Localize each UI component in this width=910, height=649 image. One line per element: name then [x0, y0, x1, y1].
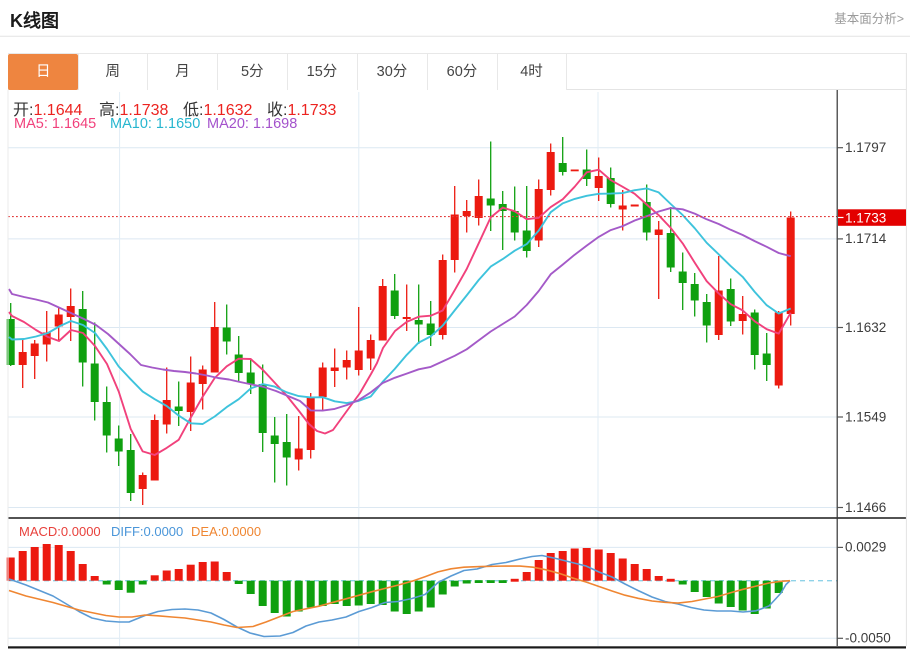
svg-text:1.1733: 1.1733	[845, 210, 886, 225]
svg-text:-0.0050: -0.0050	[845, 631, 891, 646]
svg-text:1.1466: 1.1466	[845, 500, 886, 515]
svg-text:1.1549: 1.1549	[845, 409, 886, 424]
svg-text:1.1632: 1.1632	[845, 320, 886, 335]
svg-text:0.0029: 0.0029	[845, 540, 886, 555]
svg-text:1.1714: 1.1714	[845, 231, 887, 246]
svg-text:1.1797: 1.1797	[845, 140, 886, 155]
